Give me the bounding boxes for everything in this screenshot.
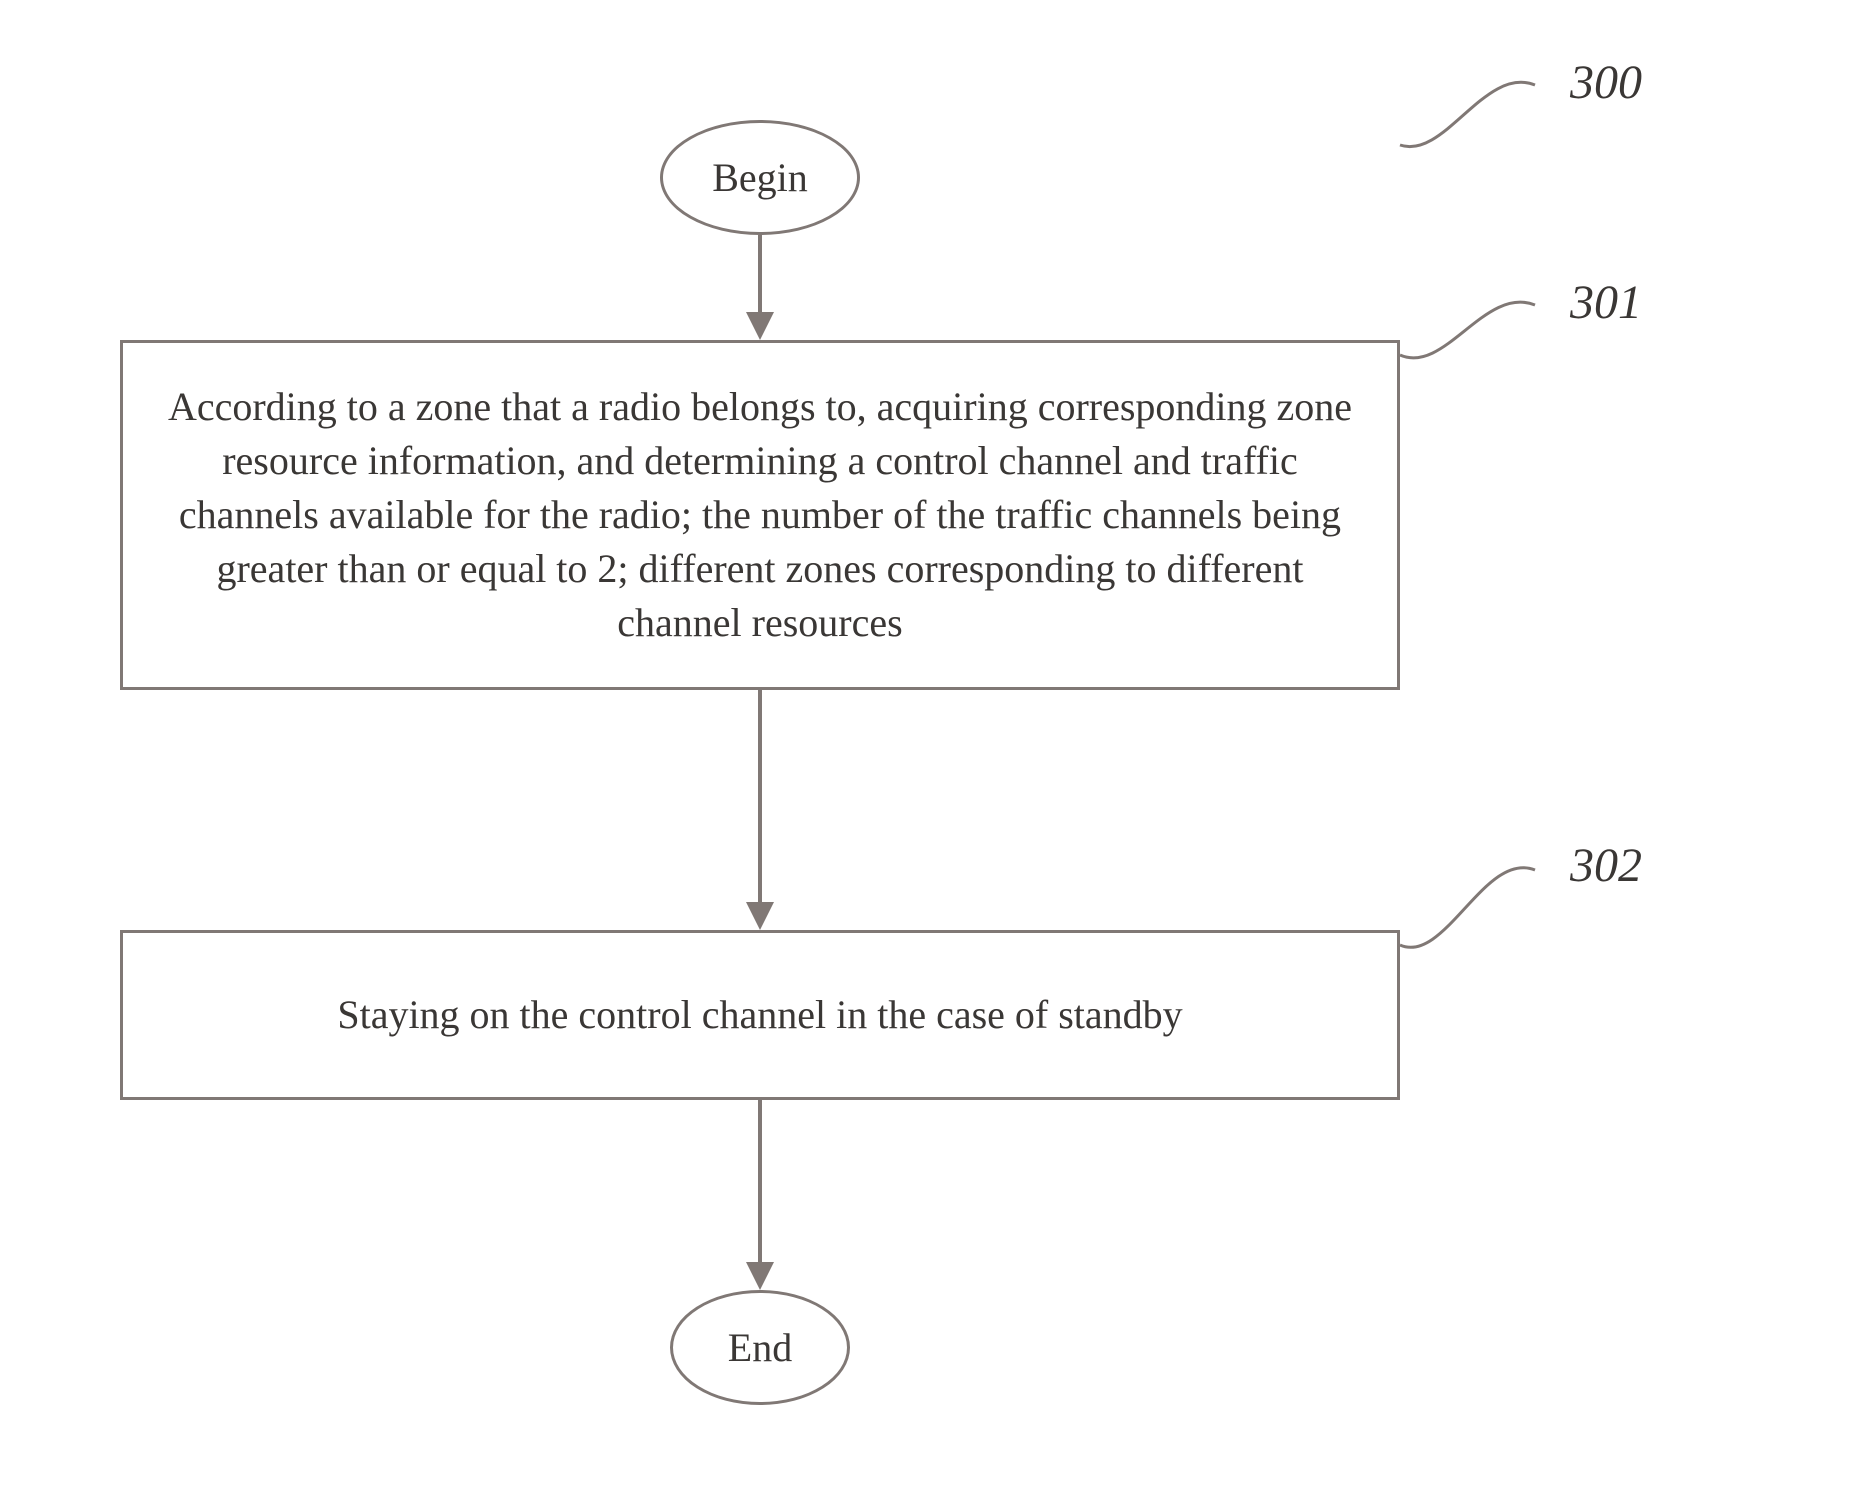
ref302-leader [1395,845,1545,975]
node-step2-text: Staying on the control channel in the ca… [337,988,1182,1042]
ref301-leader [1395,280,1545,390]
edge-step1-step2-head [746,902,774,930]
node-step1-text: According to a zone that a radio belongs… [163,380,1357,650]
ref302-label: 302 [1570,838,1642,893]
ref301-label: 301 [1570,275,1642,330]
node-begin-label: Begin [712,151,808,205]
edge-begin-step1 [758,235,762,315]
edge-begin-step1-head [746,312,774,340]
node-begin: Begin [660,120,860,235]
node-end-label: End [728,1321,792,1375]
ref300-leader [1395,60,1545,170]
ref300-label: 300 [1570,55,1642,110]
flowchart-canvas: Begin According to a zone that a radio b… [0,0,1856,1506]
edge-step2-end-head [746,1262,774,1290]
node-end: End [670,1290,850,1405]
edge-step2-end [758,1100,762,1265]
node-step1: According to a zone that a radio belongs… [120,340,1400,690]
node-step2: Staying on the control channel in the ca… [120,930,1400,1100]
edge-step1-step2 [758,690,762,905]
